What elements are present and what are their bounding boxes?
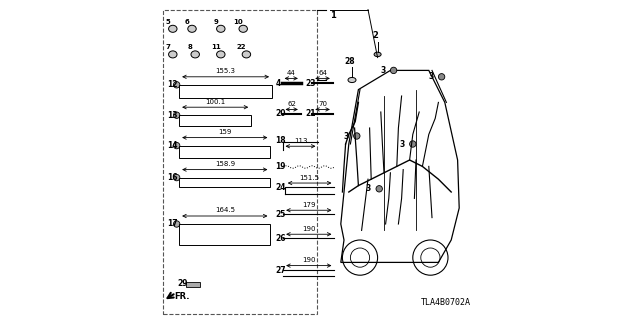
Text: 190: 190 <box>302 257 316 263</box>
Text: 151.5: 151.5 <box>300 175 319 181</box>
Ellipse shape <box>188 25 196 32</box>
Bar <box>163 10 317 314</box>
Text: 4: 4 <box>275 79 280 88</box>
Ellipse shape <box>216 25 225 32</box>
Circle shape <box>173 112 180 118</box>
Ellipse shape <box>168 25 177 32</box>
Bar <box>179 115 251 126</box>
Bar <box>179 224 270 245</box>
Ellipse shape <box>168 51 177 58</box>
Text: 8: 8 <box>188 44 193 50</box>
Ellipse shape <box>348 77 356 83</box>
Text: 16: 16 <box>166 173 177 182</box>
Text: 179: 179 <box>302 202 316 208</box>
Bar <box>179 85 272 98</box>
Text: 100.1: 100.1 <box>205 99 225 105</box>
Circle shape <box>173 174 180 181</box>
Text: 3: 3 <box>366 184 371 193</box>
Text: 26: 26 <box>275 234 285 243</box>
Circle shape <box>173 82 180 88</box>
Ellipse shape <box>191 51 200 58</box>
Circle shape <box>173 142 180 149</box>
Text: 64: 64 <box>318 70 327 76</box>
Bar <box>179 178 270 187</box>
Text: 29: 29 <box>178 279 188 288</box>
Text: 5: 5 <box>166 19 170 25</box>
Text: 3: 3 <box>344 132 349 140</box>
Text: TLA4B0702A: TLA4B0702A <box>420 298 470 307</box>
Text: 28: 28 <box>344 57 355 66</box>
Text: 24: 24 <box>275 183 285 192</box>
Text: 23: 23 <box>306 79 316 88</box>
Circle shape <box>438 74 445 80</box>
Text: 155.3: 155.3 <box>216 68 236 74</box>
Text: 3: 3 <box>380 66 385 75</box>
Text: 9: 9 <box>213 19 218 25</box>
Circle shape <box>410 141 416 147</box>
Text: 12: 12 <box>166 80 177 89</box>
Circle shape <box>354 133 360 139</box>
Text: 19: 19 <box>275 162 285 171</box>
Text: 3: 3 <box>428 72 434 81</box>
Text: 3: 3 <box>399 140 405 148</box>
Text: 27: 27 <box>275 266 286 275</box>
Text: 22: 22 <box>237 44 246 50</box>
Ellipse shape <box>242 51 251 58</box>
Text: 20: 20 <box>275 109 285 118</box>
Text: 11: 11 <box>211 44 221 50</box>
Text: 2: 2 <box>372 31 378 40</box>
Text: 21: 21 <box>306 109 316 118</box>
Text: 14: 14 <box>166 141 177 150</box>
Ellipse shape <box>216 51 225 58</box>
Text: 18: 18 <box>275 136 286 145</box>
Text: 164.5: 164.5 <box>215 207 235 213</box>
Text: 158.9: 158.9 <box>215 161 235 167</box>
Text: 113: 113 <box>294 138 307 144</box>
Text: 13: 13 <box>166 111 177 120</box>
Text: 10: 10 <box>234 19 243 25</box>
Bar <box>186 282 200 287</box>
Text: 70: 70 <box>318 101 327 107</box>
Text: 25: 25 <box>275 210 285 219</box>
Circle shape <box>390 67 397 74</box>
Circle shape <box>173 221 180 227</box>
Text: 6: 6 <box>185 19 189 25</box>
Circle shape <box>376 186 383 192</box>
Text: 44: 44 <box>287 70 296 76</box>
Text: 190: 190 <box>302 226 316 232</box>
Text: 159: 159 <box>218 129 232 135</box>
Text: 1: 1 <box>330 11 335 20</box>
Text: 62: 62 <box>287 101 296 107</box>
Ellipse shape <box>239 25 248 32</box>
Bar <box>179 146 270 158</box>
Text: 7: 7 <box>165 44 170 50</box>
Ellipse shape <box>374 52 381 57</box>
Text: FR.: FR. <box>174 292 190 301</box>
Text: 17: 17 <box>166 220 177 228</box>
